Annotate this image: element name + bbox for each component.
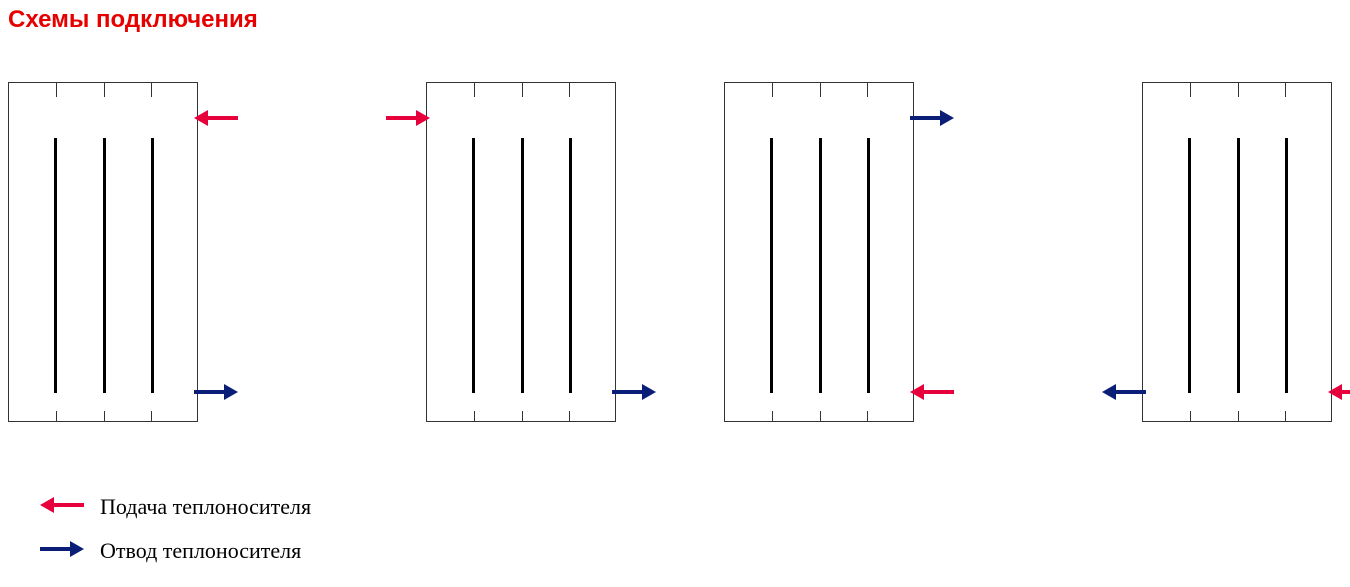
supply-arrow-icon bbox=[910, 384, 954, 405]
radiator-fins bbox=[427, 138, 617, 393]
scheme-1 bbox=[8, 82, 268, 452]
return-arrow-icon bbox=[612, 384, 656, 405]
scheme-4 bbox=[1082, 82, 1342, 452]
legend-supply-label: Подача теплоносителя bbox=[100, 494, 311, 520]
return-arrow-icon bbox=[1102, 384, 1146, 405]
return-arrow-icon bbox=[910, 110, 954, 131]
legend-return-arrow-icon bbox=[40, 541, 84, 562]
radiator-fins bbox=[725, 138, 915, 393]
page-title: Схемы подключения bbox=[8, 6, 258, 34]
radiator-fins bbox=[9, 138, 199, 393]
radiator bbox=[1142, 82, 1332, 422]
legend-row-supply: Подача теплоносителя bbox=[40, 494, 311, 520]
radiator bbox=[724, 82, 914, 422]
legend-supply-arrow-icon bbox=[40, 497, 84, 518]
scheme-3 bbox=[724, 82, 984, 452]
radiator-fins bbox=[1143, 138, 1333, 393]
supply-arrow-icon bbox=[1328, 384, 1350, 405]
radiator bbox=[8, 82, 198, 422]
return-arrow-icon bbox=[194, 384, 238, 405]
supply-arrow-icon bbox=[386, 110, 430, 131]
radiator bbox=[426, 82, 616, 422]
supply-arrow-icon bbox=[194, 110, 238, 131]
legend: Подача теплоносителя Отвод теплоносителя bbox=[40, 494, 311, 582]
legend-row-return: Отвод теплоносителя bbox=[40, 538, 311, 564]
scheme-2 bbox=[366, 82, 626, 452]
legend-return-label: Отвод теплоносителя bbox=[100, 538, 301, 564]
diagram-row bbox=[8, 82, 1342, 452]
